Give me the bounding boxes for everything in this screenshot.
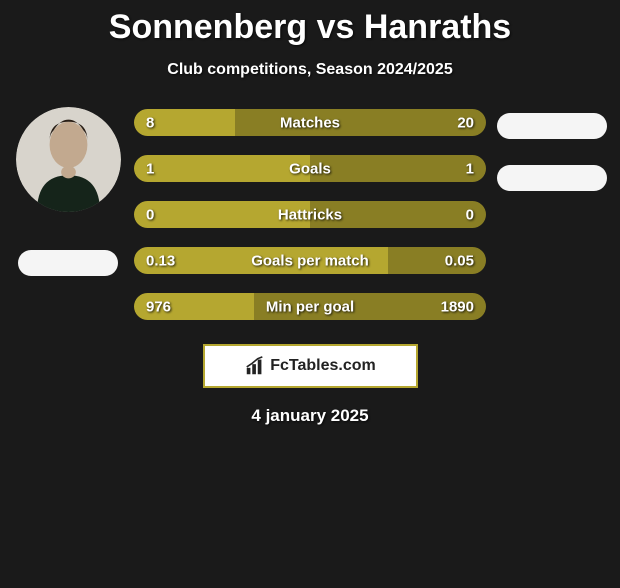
main-row: 8 20 Matches 1 1 Goals 0 0 Hattricks 0.13 0.05 Goal…	[0, 107, 620, 320]
comparison-widget: Sonnenberg vs Hanraths Club competitions…	[0, 8, 620, 426]
page-title: Sonnenberg vs Hanraths	[0, 8, 620, 47]
stat-value-right: 1	[466, 160, 474, 177]
stat-bar-right-segment	[310, 155, 486, 182]
stat-value-right: 0.05	[445, 252, 474, 269]
brand-text: FcTables.com	[270, 357, 376, 375]
stat-bar: 0.13 0.05 Goals per match	[134, 247, 486, 274]
player-left-column	[8, 107, 128, 276]
person-icon	[16, 107, 121, 212]
stat-label: Matches	[280, 114, 340, 131]
stat-value-right: 20	[457, 114, 474, 131]
stat-value-left: 8	[146, 114, 154, 131]
stat-bar: 0 0 Hattricks	[134, 201, 486, 228]
stat-bar: 976 1890 Min per goal	[134, 293, 486, 320]
brand-box[interactable]: FcTables.com	[203, 344, 418, 388]
stat-value-left: 0	[146, 206, 154, 223]
stat-value-left: 976	[146, 298, 171, 315]
stat-label: Min per goal	[266, 298, 354, 315]
player-right-name-pill-1	[497, 113, 607, 139]
stat-label: Goals per match	[251, 252, 369, 269]
stat-value-left: 0.13	[146, 252, 175, 269]
date-text: 4 january 2025	[0, 406, 620, 426]
subtitle: Club competitions, Season 2024/2025	[0, 61, 620, 79]
stat-bar: 8 20 Matches	[134, 109, 486, 136]
stat-bar-right-segment	[235, 109, 486, 136]
stat-bar: 1 1 Goals	[134, 155, 486, 182]
stat-label: Goals	[289, 160, 331, 177]
player-right-name-pill-2	[497, 165, 607, 191]
stat-value-left: 1	[146, 160, 154, 177]
chart-icon	[244, 355, 266, 377]
stat-label: Hattricks	[278, 206, 342, 223]
stat-value-right: 0	[466, 206, 474, 223]
player-right-column	[492, 107, 612, 191]
stat-value-right: 1890	[441, 298, 474, 315]
stats-column: 8 20 Matches 1 1 Goals 0 0 Hattricks 0.13 0.05 Goal…	[128, 109, 492, 320]
stat-bar-left-segment	[134, 155, 310, 182]
player-left-name-pill	[18, 250, 118, 276]
player-left-avatar	[16, 107, 121, 212]
